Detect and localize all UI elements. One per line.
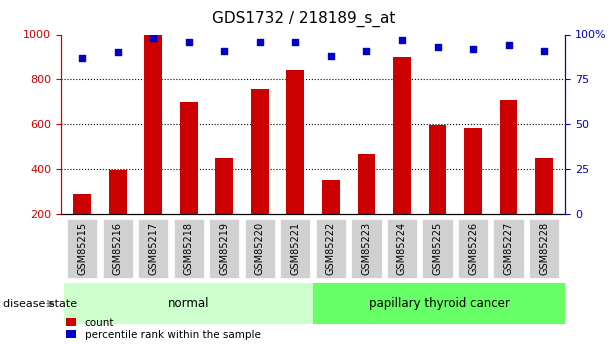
Text: GDS1732 / 218189_s_at: GDS1732 / 218189_s_at (212, 10, 396, 27)
FancyBboxPatch shape (387, 219, 417, 278)
Bar (180, 102, 198, 259)
Point (326, 53, 336, 59)
Text: GSM85223: GSM85223 (361, 222, 371, 275)
Point (362, 48, 371, 53)
Bar (286, 70, 304, 259)
Point (113, 50, 123, 55)
Bar (109, 170, 126, 259)
Bar (322, 180, 340, 259)
Bar (358, 155, 375, 259)
Text: GSM85221: GSM85221 (291, 222, 300, 275)
FancyBboxPatch shape (67, 219, 97, 278)
FancyBboxPatch shape (174, 219, 204, 278)
Point (77, 55, 87, 61)
Text: GSM85225: GSM85225 (432, 222, 443, 275)
Text: GSM85227: GSM85227 (503, 222, 514, 275)
FancyBboxPatch shape (64, 283, 313, 324)
Bar (73, 194, 91, 259)
Bar (429, 125, 446, 259)
FancyBboxPatch shape (458, 219, 488, 278)
Bar (251, 89, 269, 259)
Text: GSM85216: GSM85216 (112, 222, 123, 275)
Bar (535, 158, 553, 259)
Text: disease state: disease state (3, 299, 77, 308)
Point (219, 48, 229, 53)
Bar (393, 57, 411, 259)
Text: GSM85218: GSM85218 (184, 222, 194, 275)
Point (468, 46, 478, 52)
Text: GSM85228: GSM85228 (539, 222, 549, 275)
Point (291, 39, 300, 45)
Text: GSM85217: GSM85217 (148, 222, 158, 275)
FancyBboxPatch shape (494, 219, 523, 278)
FancyBboxPatch shape (423, 219, 452, 278)
FancyBboxPatch shape (209, 219, 240, 278)
Text: GSM85224: GSM85224 (397, 222, 407, 275)
Point (184, 39, 193, 45)
FancyBboxPatch shape (103, 219, 133, 278)
Point (539, 48, 549, 53)
FancyBboxPatch shape (138, 219, 168, 278)
Text: GSM85226: GSM85226 (468, 222, 478, 275)
FancyBboxPatch shape (316, 219, 346, 278)
Point (148, 35, 158, 41)
Text: GSM85219: GSM85219 (219, 222, 229, 275)
Point (397, 37, 407, 43)
FancyBboxPatch shape (351, 219, 382, 278)
Text: GSM85220: GSM85220 (255, 222, 265, 275)
FancyBboxPatch shape (313, 283, 565, 324)
Bar (215, 158, 233, 259)
Bar (144, 34, 162, 259)
Text: GSM85222: GSM85222 (326, 222, 336, 275)
Legend: count, percentile rank within the sample: count, percentile rank within the sample (66, 318, 261, 340)
Text: normal: normal (168, 297, 210, 310)
FancyBboxPatch shape (244, 219, 275, 278)
FancyBboxPatch shape (280, 219, 311, 278)
Bar (500, 99, 517, 259)
Point (433, 44, 443, 50)
FancyBboxPatch shape (529, 219, 559, 278)
Bar (464, 128, 482, 259)
Point (503, 42, 513, 48)
Text: papillary thyroid cancer: papillary thyroid cancer (369, 297, 510, 310)
Text: GSM85215: GSM85215 (77, 222, 87, 275)
Point (255, 39, 264, 45)
